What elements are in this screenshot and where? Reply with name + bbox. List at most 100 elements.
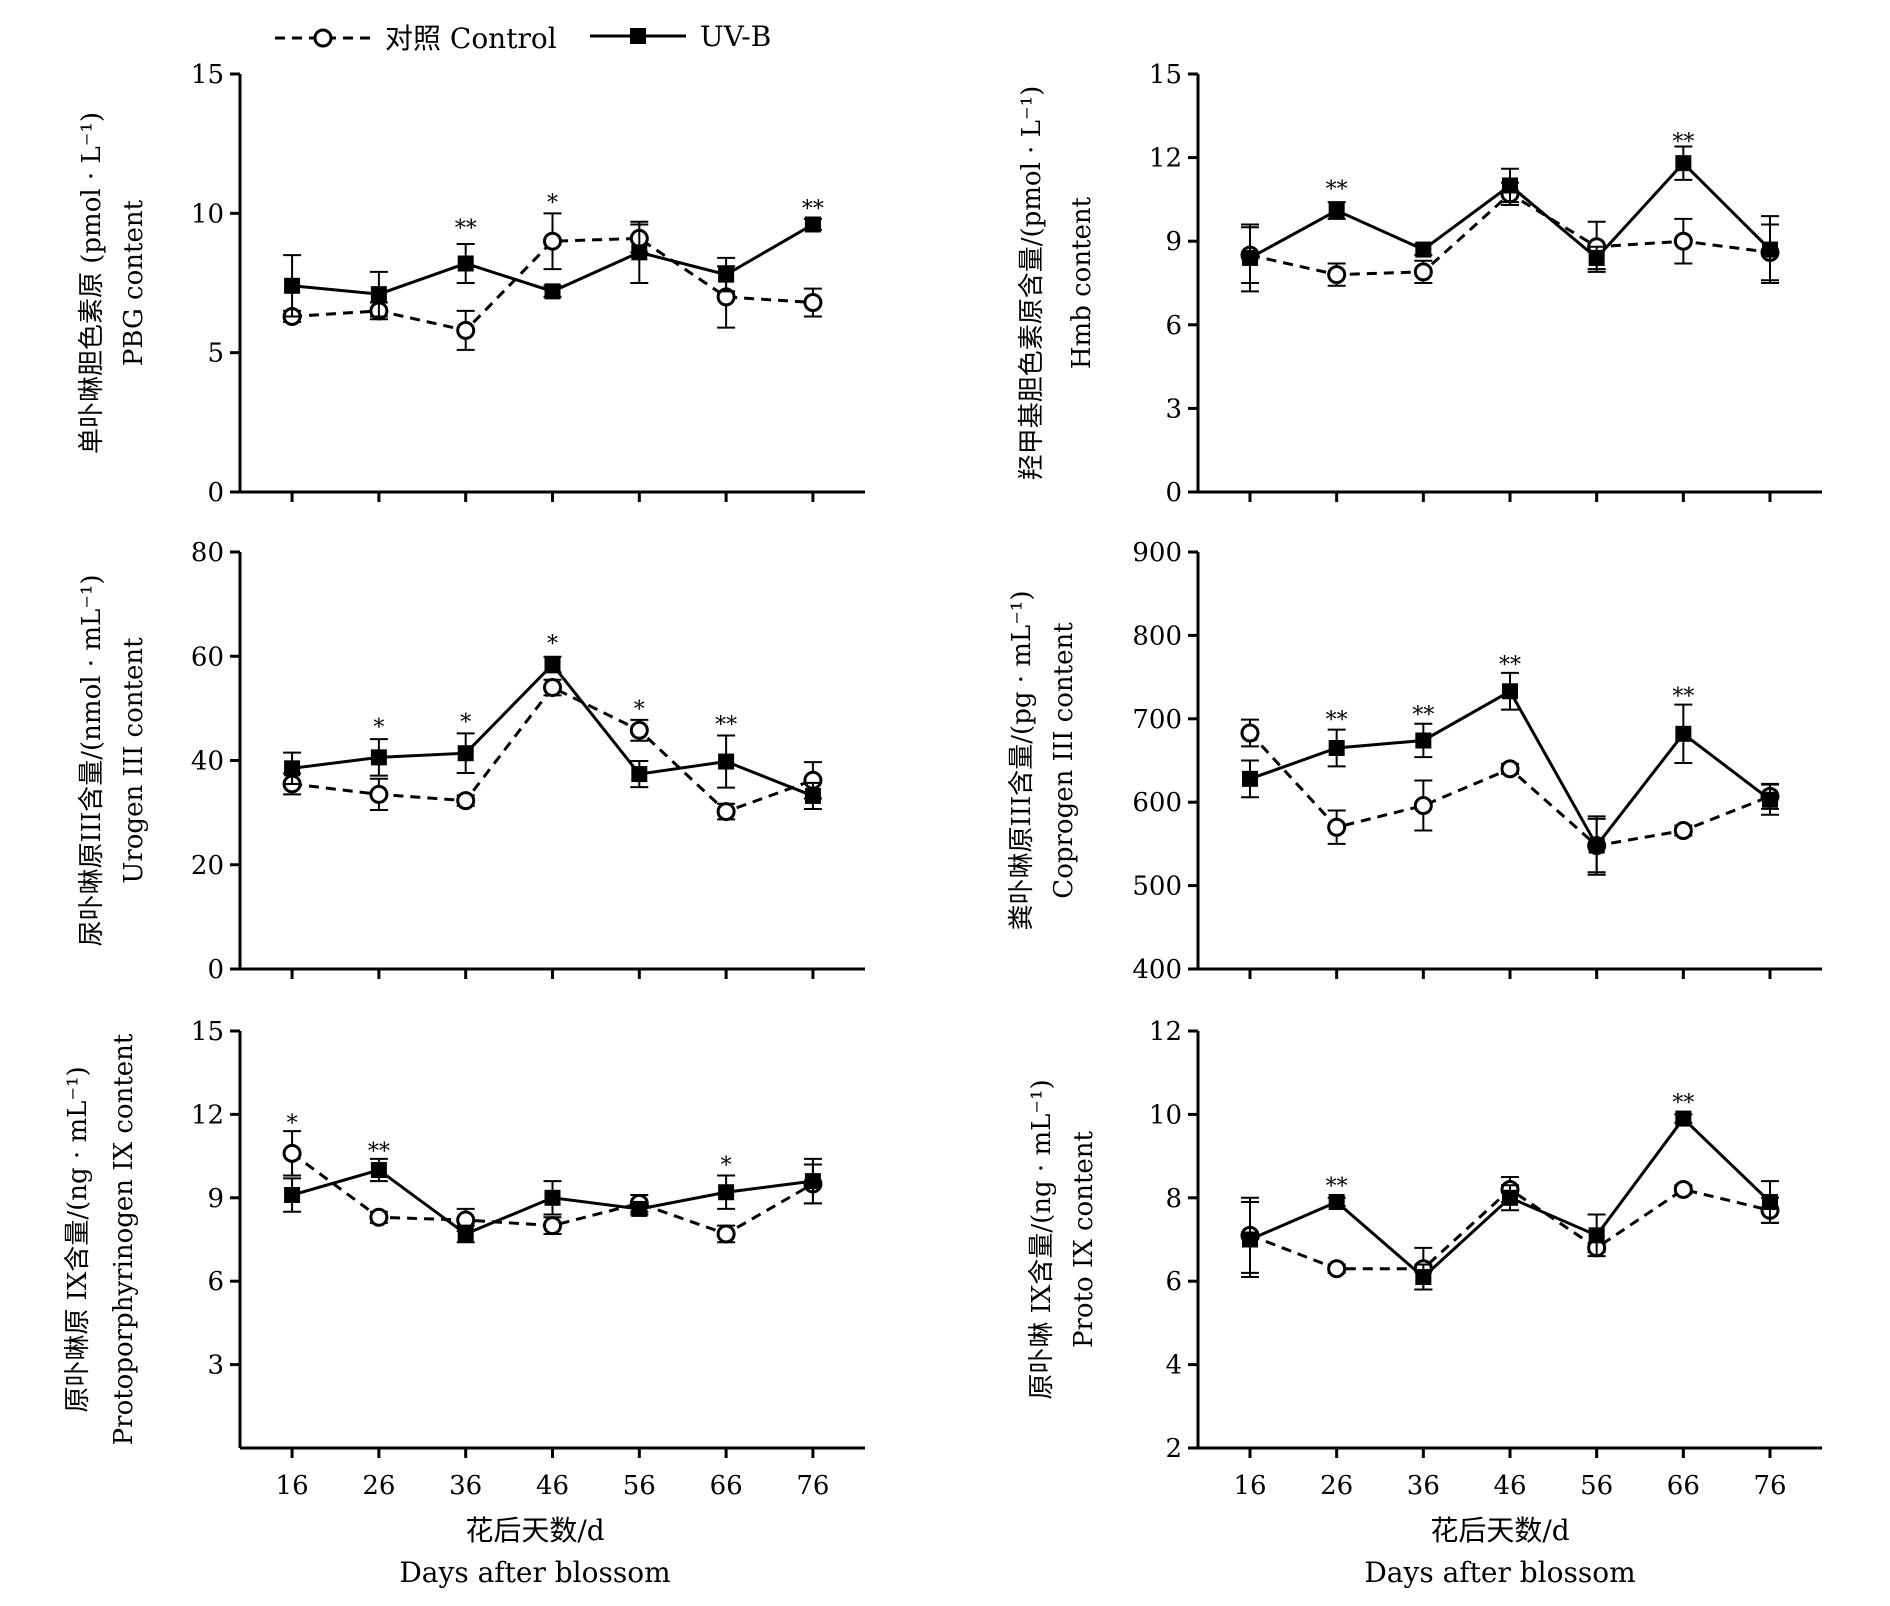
- uvb-data-point: [370, 286, 387, 303]
- uvb-data-point: [1675, 725, 1692, 742]
- control-data-point: [1413, 262, 1433, 282]
- significance-label: *: [547, 191, 558, 216]
- y-axis-label: 原卟啉原 IX含量/(ng · mL⁻¹): [63, 1066, 93, 1412]
- uvb-data-point: [1328, 739, 1345, 756]
- control-data-point: [543, 678, 562, 698]
- y-tick-label: 6: [1165, 1267, 1182, 1297]
- control-data-point: [629, 720, 649, 740]
- control-data-point: [369, 1207, 389, 1227]
- control-data-point: [1673, 1179, 1693, 1199]
- uvb-data-point: [544, 1189, 561, 1206]
- x-axis-title-en: Days after blossom: [399, 1556, 670, 1589]
- control-data-point: [369, 784, 389, 804]
- uvb-data-point: [1242, 249, 1258, 266]
- y-tick-label: 2: [1165, 1434, 1182, 1464]
- uvb-data-point: [544, 656, 561, 673]
- uvb-data-point: [1675, 1110, 1692, 1127]
- uvb-data-point: [370, 1162, 387, 1178]
- uvb-data-point: [1242, 770, 1258, 787]
- significance-label: *: [287, 1112, 298, 1137]
- x-tick-label: 26: [1320, 1471, 1353, 1501]
- significance-label: **: [802, 197, 824, 222]
- uvb-data-point: [1328, 1193, 1345, 1210]
- y-axis-label: 尿卟啉原III含量/(nmol · mL⁻¹): [77, 574, 107, 946]
- y-axis-label-en: PBG content: [119, 199, 149, 366]
- chart-panel-4: 400 500 600 700 800 900 粪卟啉原III含量/(pg · mL⁻¹) C…: [1007, 538, 1822, 985]
- control-data-point: [282, 1143, 302, 1163]
- control-data-point: [543, 1216, 562, 1236]
- y-tick-label: 12: [1149, 144, 1182, 174]
- significance-label: **: [455, 216, 477, 241]
- y-tick-label: 60: [191, 642, 224, 672]
- y-tick-label: 0: [1165, 478, 1182, 508]
- uvb-data-point: [1762, 241, 1778, 258]
- control-data-point: [1240, 723, 1260, 743]
- uvb-data-point: [1242, 1231, 1258, 1248]
- y-tick-label: 3: [207, 1351, 224, 1381]
- uvb-data-point: [804, 787, 821, 804]
- uvb-data-point: [457, 255, 474, 272]
- uvb-data-point: [1415, 732, 1432, 749]
- significance-label: **: [1326, 708, 1348, 733]
- y-axis-label: 单卟啉胆色素原 (pmol · L⁻¹): [77, 112, 107, 454]
- x-tick-label: 66: [1667, 1471, 1700, 1501]
- x-tick-label: 26: [362, 1471, 395, 1501]
- x-axis-title-zh: 花后天数/d: [465, 1514, 604, 1547]
- y-axis-label-en: Protoporphyrinogen IX content: [109, 1033, 139, 1445]
- uvb-data-point: [1502, 1189, 1518, 1206]
- y-tick-label: 500: [1132, 872, 1182, 902]
- significance-label: **: [1499, 653, 1521, 678]
- x-tick-label: 36: [1407, 1471, 1440, 1501]
- y-tick-label: 12: [1149, 1017, 1182, 1047]
- y-tick-label: 12: [191, 1100, 224, 1130]
- uvb-data-point: [1588, 837, 1605, 854]
- y-tick-label: 6: [1165, 311, 1182, 341]
- y-tick-label: 40: [191, 747, 224, 777]
- y-axis-label-en: Hmb content: [1067, 196, 1097, 369]
- significance-label: *: [373, 716, 384, 741]
- uvb-data-point: [1762, 1193, 1778, 1210]
- chart-panel-2: 0 3 6 9 12 15 羟甲基胆色素原含量/(pmol · L⁻¹) Hmb conten…: [1017, 60, 1822, 508]
- y-axis-label-en: Coprogen III content: [1049, 622, 1079, 899]
- y-tick-label: 80: [191, 538, 224, 568]
- control-data-point: [1413, 796, 1433, 816]
- uvb-data-point: [457, 745, 474, 762]
- x-axis-title-zh: 花后天数/d: [1430, 1514, 1569, 1547]
- control-data-point: [1327, 817, 1347, 837]
- x-tick-label: 66: [710, 1471, 743, 1501]
- uvb-data-point: [631, 766, 648, 783]
- control-data-point: [716, 1224, 736, 1244]
- significance-label: **: [1672, 1091, 1694, 1116]
- legend-uvb-marker: [630, 28, 646, 44]
- control-data-point: [803, 293, 823, 313]
- x-tick-label: 46: [1493, 1471, 1526, 1501]
- significance-label: **: [1326, 1174, 1348, 1199]
- chart-panel-3: 0 20 40 60 80 尿卟啉原III含量/(nmol · mL⁻¹) Urogen I…: [77, 538, 865, 985]
- uvb-data-point: [1502, 683, 1518, 700]
- y-tick-label: 6: [207, 1267, 224, 1297]
- uvb-data-point: [1762, 791, 1778, 808]
- y-tick-label: 800: [1132, 621, 1182, 651]
- x-tick-label: 36: [449, 1471, 482, 1501]
- uvb-data-point: [1588, 249, 1605, 266]
- control-data-point: [456, 320, 476, 340]
- y-tick-label: 8: [1165, 1184, 1182, 1214]
- control-data-point: [1327, 1259, 1347, 1279]
- x-tick-label: 56: [623, 1471, 656, 1501]
- control-data-point: [1500, 759, 1520, 779]
- significance-label: **: [1672, 684, 1694, 709]
- y-axis-label: 原卟啉 IX含量/(ng · mL⁻¹): [1027, 1079, 1057, 1399]
- uvb-data-point: [804, 1173, 821, 1190]
- x-tick-label: 16: [1233, 1471, 1266, 1501]
- x-tick-label: 16: [276, 1471, 309, 1501]
- y-tick-label: 15: [191, 1017, 224, 1047]
- uvb-data-point: [544, 283, 561, 300]
- significance-label: *: [460, 710, 471, 735]
- y-tick-label: 700: [1132, 705, 1182, 735]
- uvb-data-point: [631, 244, 648, 261]
